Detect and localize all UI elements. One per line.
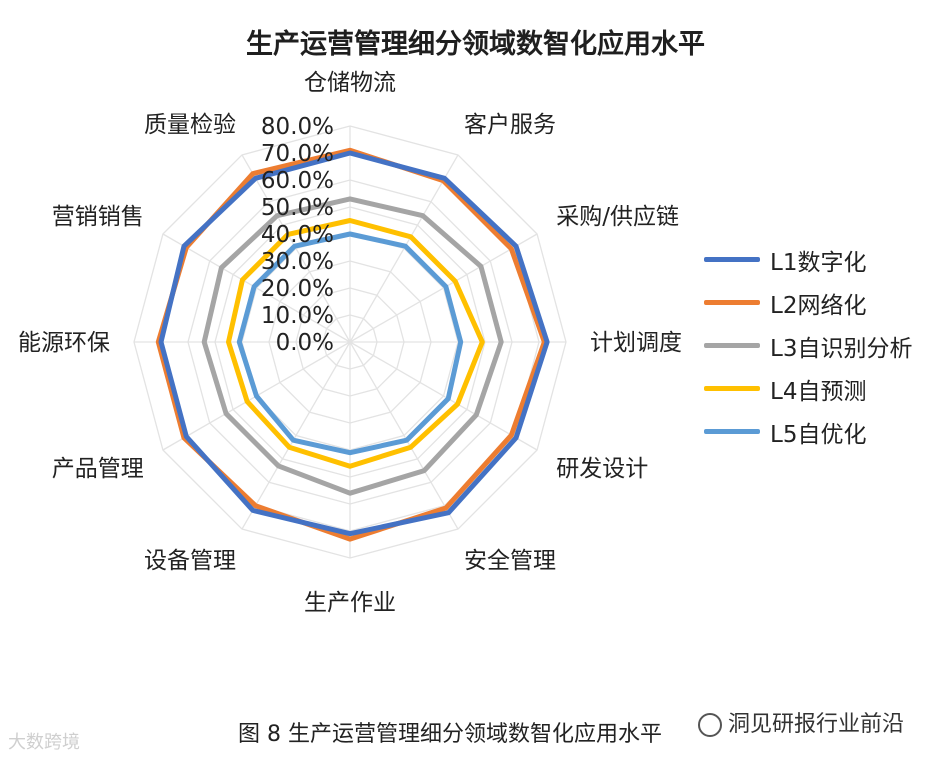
tick-label: 60.0% — [261, 168, 334, 194]
legend-swatch — [704, 429, 760, 434]
legend-swatch — [704, 300, 760, 305]
tick-label: 70.0% — [261, 141, 334, 167]
chart-legend: L1数字化 L2网络化 L3自识别分析 L4自预测 L5自优化 — [704, 238, 912, 453]
radar-grid — [133, 125, 567, 559]
tick-label: 80.0% — [261, 114, 334, 140]
legend-label: L3自识别分析 — [770, 335, 913, 362]
radar-tick-labels: 0.0%10.0%20.0%30.0%40.0%50.0%60.0%70.0%8… — [261, 114, 334, 356]
axis-label: 仓储物流 — [304, 70, 396, 96]
legend-item-2: L2网络化 — [704, 281, 912, 324]
tick-label: 10.0% — [261, 303, 334, 329]
watermark-left: 大数跨境 — [8, 732, 80, 753]
legend-label: L4自预测 — [770, 378, 867, 405]
legend-item-4: L4自预测 — [704, 367, 912, 410]
legend-swatch — [704, 386, 760, 391]
grid-spoke — [349, 341, 538, 451]
grid-spoke — [349, 341, 459, 530]
tick-label: 50.0% — [261, 195, 334, 221]
tick-label: 0.0% — [276, 330, 334, 356]
axis-label: 研发设计 — [556, 456, 648, 482]
axis-label: 质量检验 — [144, 112, 236, 138]
radar-series — [155, 147, 550, 542]
axis-label: 营销销售 — [52, 204, 144, 230]
grid-spoke — [241, 154, 351, 343]
legend-label: L1数字化 — [770, 249, 867, 276]
axis-label: 设备管理 — [144, 548, 236, 574]
tick-label: 20.0% — [261, 276, 334, 302]
legend-label: L2网络化 — [770, 292, 867, 319]
axis-label: 安全管理 — [464, 548, 556, 574]
series-line-1 — [158, 150, 550, 537]
legend-item-3: L3自识别分析 — [704, 324, 912, 367]
axis-label: 计划调度 — [590, 330, 682, 356]
tick-label: 40.0% — [261, 222, 334, 248]
chart-title: 生产运营管理细分领域数智化应用水平 — [246, 29, 705, 60]
tick-label: 30.0% — [261, 249, 334, 275]
grid-spoke — [349, 154, 459, 343]
grid-spoke — [241, 341, 351, 530]
legend-item-5: L5自优化 — [704, 410, 912, 453]
legend-swatch — [704, 343, 760, 348]
axis-label: 产品管理 — [52, 456, 144, 482]
wechat-icon — [698, 713, 722, 737]
axis-label: 采购/供应链 — [556, 204, 679, 230]
axis-label: 能源环保 — [18, 330, 110, 356]
figure-caption: 图 8 生产运营管理细分领域数智化应用水平 — [238, 722, 662, 747]
grid-spoke — [349, 233, 538, 343]
watermark-right-text: 洞见研报行业前沿 — [728, 712, 905, 737]
axis-label: 生产作业 — [304, 590, 396, 616]
grid-spoke — [162, 233, 351, 343]
legend-item-1: L1数字化 — [704, 238, 912, 281]
legend-swatch — [704, 257, 760, 262]
axis-label: 客户服务 — [464, 112, 556, 138]
watermark-right: 洞见研报行业前沿 — [698, 706, 904, 738]
legend-label: L5自优化 — [770, 421, 867, 448]
